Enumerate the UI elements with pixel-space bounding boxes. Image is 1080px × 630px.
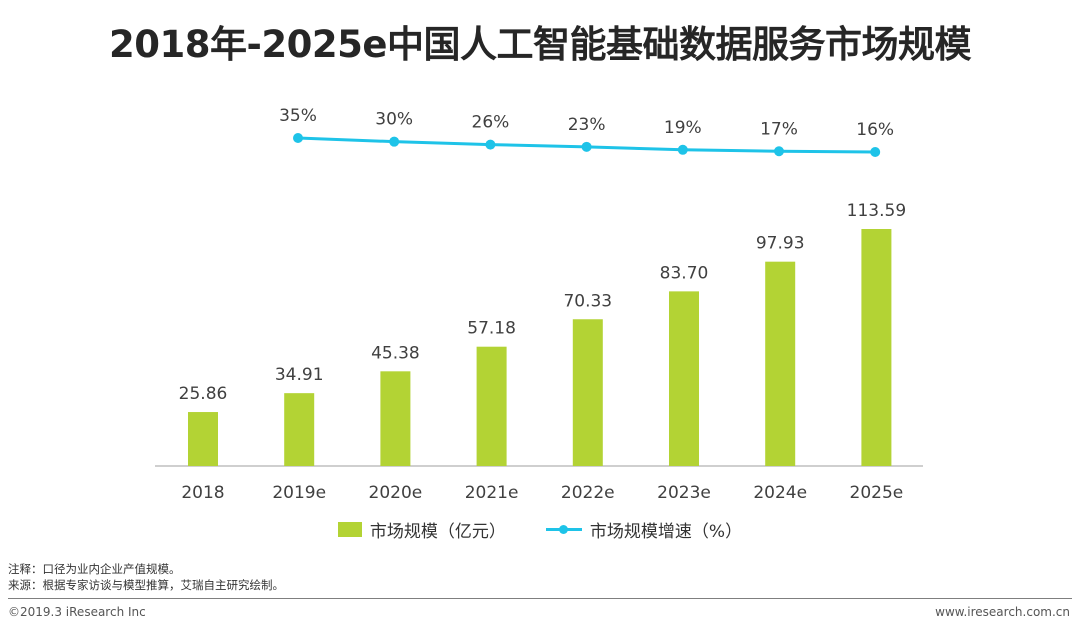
growth-label-4: 19%	[664, 118, 702, 138]
x-tick-label-2019e: 2019e	[272, 483, 326, 503]
x-tick-label-2022e: 2022e	[561, 483, 615, 503]
growth-label-5: 17%	[760, 119, 798, 139]
x-tick-label-2025e: 2025e	[850, 483, 904, 503]
growth-point-2	[485, 139, 496, 150]
note-line-1: 注释：口径为业内企业产值规模。	[8, 562, 181, 576]
x-tick-label-2023e: 2023e	[657, 483, 711, 503]
footer-website: www.iresearch.com.cn	[935, 605, 1070, 619]
bar-value-label-2020e: 45.38	[371, 343, 420, 363]
legend-item-line: 市场规模增速（%）	[545, 517, 743, 542]
legend-bar-label: 市场规模（亿元）	[369, 522, 506, 542]
growth-label-6: 16%	[856, 120, 894, 140]
x-tick-label-2024e: 2024e	[753, 483, 807, 503]
legend: 市场规模（亿元） 市场规模增速（%）	[0, 517, 1080, 542]
legend-bar-swatch	[337, 522, 362, 537]
growth-point-6	[870, 147, 881, 157]
bar-2020e	[380, 371, 411, 466]
chart-title: 2018年-2025e中国人工智能基础数据服务市场规模	[109, 23, 971, 66]
growth-label-3: 23%	[568, 115, 606, 135]
growth-point-0	[293, 133, 303, 143]
bar-2023e	[669, 291, 699, 466]
x-tick-label-2021e: 2021e	[465, 483, 519, 503]
bar-value-label-2021e: 57.18	[467, 319, 516, 339]
growth-label-0: 35%	[279, 106, 317, 126]
bar-2022e	[572, 319, 603, 466]
bar-value-label-2019e: 34.91	[275, 365, 324, 385]
bar-2021e	[476, 346, 507, 466]
bar-value-label-2023e: 83.70	[660, 263, 709, 283]
notes: 注释：口径为业内企业产值规模。 来源：根据专家访谈与模型推算，艾瑞自主研究绘制。	[8, 561, 284, 593]
legend-line-label: 市场规模增速（%）	[589, 522, 743, 542]
bar-2018	[188, 412, 218, 466]
growth-point-4	[677, 144, 688, 155]
footer-divider	[8, 598, 1072, 599]
growth-point-5	[774, 146, 784, 157]
x-tick-label-2018: 2018	[181, 483, 224, 503]
bar-value-label-2022e: 70.33	[563, 291, 612, 311]
growth-label-1: 30%	[375, 110, 413, 130]
bar-value-label-2024e: 97.93	[756, 234, 805, 254]
x-tick-label-2020e: 2020e	[369, 483, 423, 503]
bar-2025e	[861, 229, 892, 466]
bar-value-label-2018: 25.86	[179, 384, 228, 404]
growth-point-1	[389, 136, 400, 147]
legend-item-bar: 市场规模（亿元）	[337, 517, 506, 542]
footer-copyright: ©2019.3 iResearch Inc	[8, 605, 146, 619]
bar-value-label-2025e: 113.59	[847, 201, 906, 221]
bar-2024e	[765, 261, 796, 466]
growth-label-2: 26%	[472, 113, 510, 133]
bar-2019e	[284, 393, 315, 466]
note-line-2: 来源：根据专家访谈与模型推算，艾瑞自主研究绘制。	[8, 578, 284, 592]
growth-point-3	[581, 141, 592, 152]
legend-line-swatch	[545, 522, 582, 537]
